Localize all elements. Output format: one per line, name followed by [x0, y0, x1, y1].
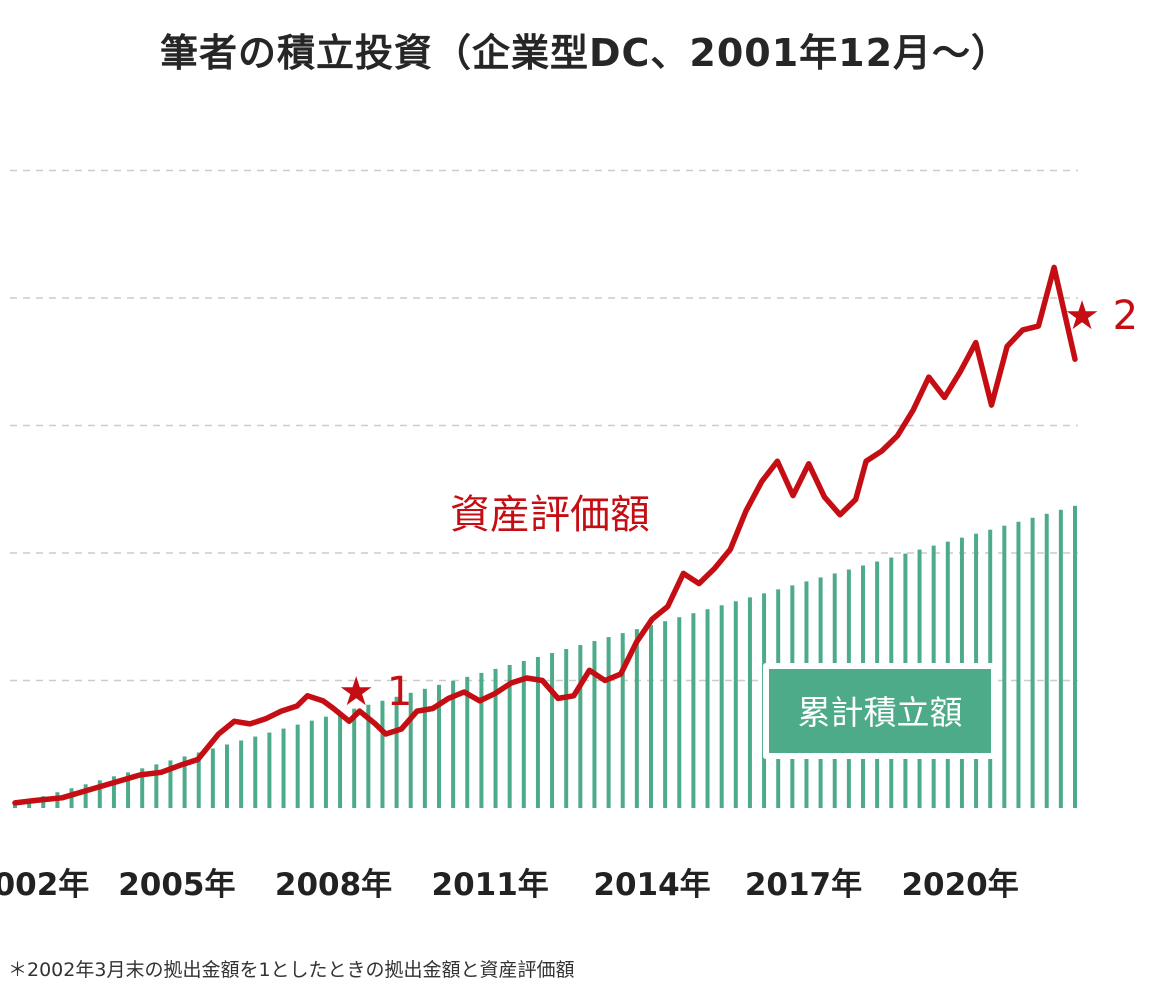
bar: [281, 728, 286, 808]
bar: [69, 788, 74, 808]
bar: [97, 780, 102, 808]
bar: [422, 688, 427, 808]
bar: [705, 609, 710, 808]
bar: [225, 744, 229, 808]
bar: [550, 653, 555, 808]
bar: [719, 605, 724, 808]
bar: [338, 712, 343, 808]
bar: [733, 601, 738, 808]
bar: [1044, 513, 1049, 808]
bar: [649, 625, 653, 808]
bar: [451, 680, 456, 808]
chart-title: 筆者の積立投資（企業型DC、2001年12月～）: [159, 31, 1011, 75]
x-tick-label: 2017年: [745, 867, 862, 903]
bar: [140, 768, 145, 808]
bar: [465, 676, 470, 808]
bar: [295, 724, 300, 808]
bar: [663, 621, 668, 808]
bar: [564, 649, 569, 808]
bar: [394, 696, 399, 808]
bar: [380, 700, 385, 808]
annotation-2: ★ 2: [1064, 293, 1138, 339]
x-tick-label: 2005年: [118, 867, 235, 903]
bar: [253, 736, 258, 808]
bar: [111, 776, 116, 808]
bar: [408, 692, 413, 808]
annotation-1: ★ 1: [338, 669, 412, 715]
bar: [267, 732, 272, 808]
bar: [578, 645, 583, 808]
bar: [168, 760, 173, 808]
bar: [196, 752, 201, 808]
x-tick-label: 2011年: [432, 867, 549, 903]
asset-value-line: [12, 264, 1078, 806]
x-tick-label: 2008年: [275, 867, 392, 903]
bar-series-label: 累計積立額: [798, 693, 963, 732]
bar: [507, 664, 512, 808]
bar: [182, 756, 187, 808]
x-tick-label: 2020年: [901, 867, 1018, 903]
bar: [1073, 505, 1077, 808]
bar: [620, 633, 625, 808]
bar: [13, 804, 17, 808]
bar: [1002, 525, 1007, 808]
bar-series-label-box: [769, 669, 991, 753]
bar: [27, 800, 32, 808]
footnote: ＊2002年3月末の拠出金額を1としたときの拠出金額と資産評価額: [8, 959, 575, 981]
bar: [677, 617, 682, 808]
line-series: [12, 264, 1078, 806]
bar: [210, 748, 215, 808]
bar-series: [13, 505, 1077, 808]
x-tick-label: 2014年: [593, 867, 710, 903]
bar: [323, 716, 328, 808]
bar: [493, 668, 498, 808]
x-tick-label: 2002年: [0, 867, 89, 903]
bar: [126, 772, 131, 808]
bar: [366, 704, 371, 808]
bar: [1058, 509, 1063, 808]
bar: [521, 660, 526, 808]
bar: [1030, 517, 1035, 808]
bar: [479, 672, 484, 808]
bar: [1016, 521, 1021, 808]
bar: [634, 629, 639, 808]
bar: [592, 641, 597, 808]
bar: [606, 637, 611, 808]
bar: [239, 740, 244, 808]
bar: [747, 597, 752, 808]
bar: [309, 720, 314, 808]
bar: [154, 764, 159, 808]
bar: [437, 684, 441, 808]
line-series-label: 資産評価額: [450, 492, 650, 538]
bar: [352, 708, 357, 808]
bar: [83, 784, 88, 808]
bar: [691, 613, 696, 808]
bar: [535, 656, 540, 808]
